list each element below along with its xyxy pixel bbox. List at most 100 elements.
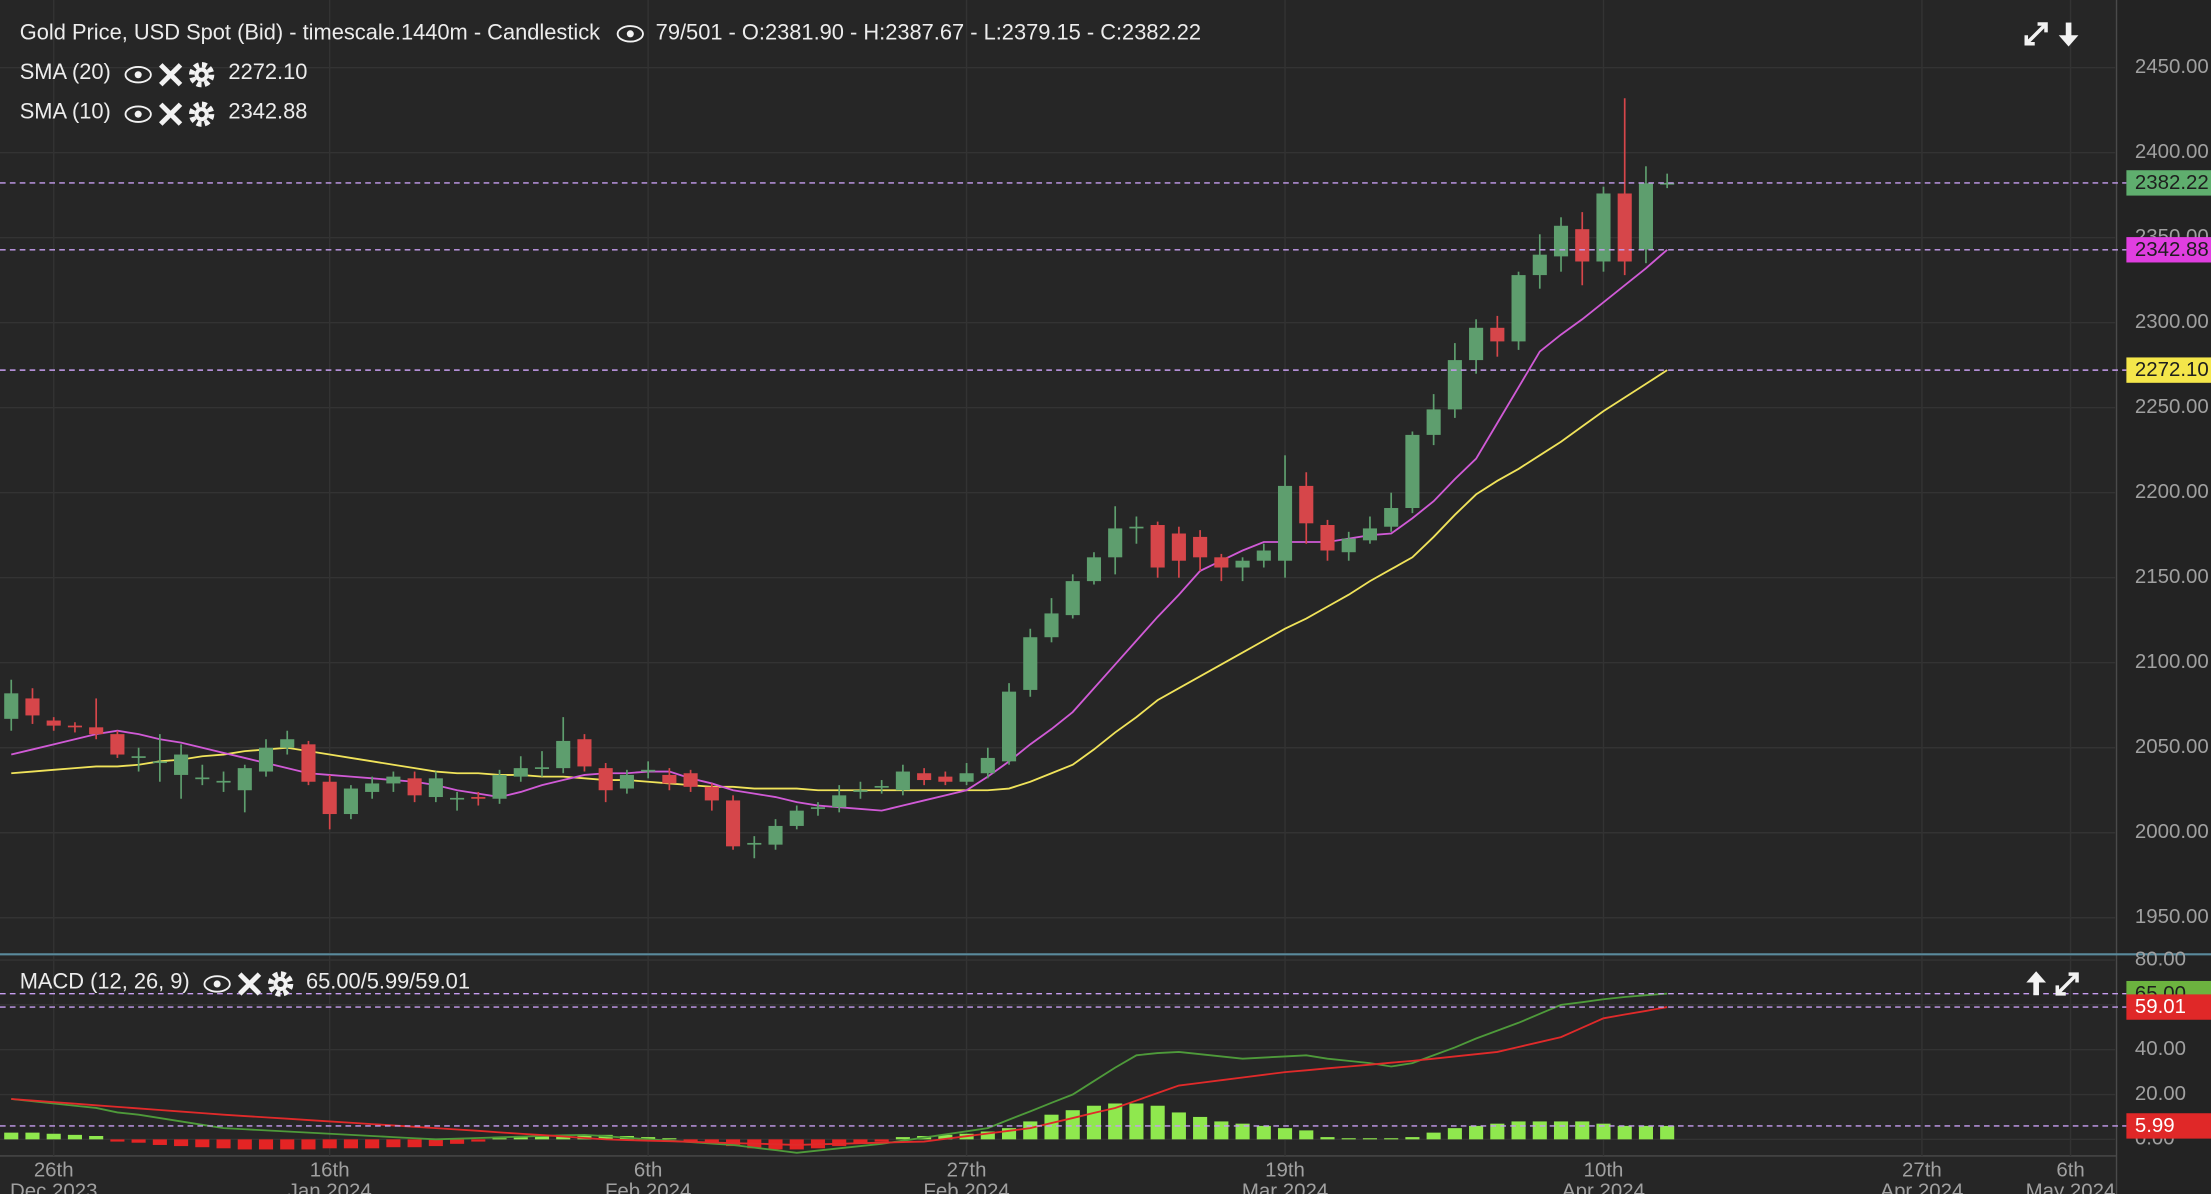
candle-body	[1617, 193, 1632, 262]
settings-icon[interactable]	[188, 101, 215, 127]
histogram-bar	[1362, 1138, 1378, 1140]
x-tick-label-line: 27th	[947, 1159, 987, 1182]
y-tick-label: 2000.00	[2135, 820, 2209, 843]
x-tick-label-line: 6th	[634, 1159, 662, 1182]
candle-body	[598, 768, 613, 791]
price-tag-label: 2342.88	[2135, 238, 2209, 261]
price-tag	[2126, 237, 2211, 263]
candle-body	[534, 767, 550, 769]
candle-body	[1277, 485, 1293, 561]
histogram-bar	[216, 1139, 231, 1149]
candle-body	[747, 842, 762, 845]
candle-body	[853, 790, 868, 792]
histogram-bar	[938, 1134, 953, 1140]
candle-body	[110, 734, 125, 755]
candle-body	[832, 795, 847, 808]
y-tick-label: 2100.00	[2135, 650, 2209, 673]
candle-body	[1362, 528, 1378, 541]
candle-body	[1575, 229, 1590, 262]
histogram-bar	[1044, 1114, 1059, 1140]
candle-body	[1023, 637, 1038, 690]
candle-body	[726, 800, 741, 847]
histogram-bar	[1596, 1123, 1611, 1140]
histogram-bar	[1320, 1137, 1335, 1140]
x-tick-label-line: Feb 2024	[923, 1180, 1009, 1194]
x-tick-label-line: Dec 2023	[10, 1180, 98, 1194]
settings-icon[interactable]	[267, 971, 294, 997]
visibility-icon[interactable]	[203, 975, 231, 993]
remove-icon[interactable]	[237, 972, 262, 996]
x-tick-label: 6th May 2024	[2026, 1159, 2116, 1194]
x-tick-label: 6th Feb 2024	[605, 1159, 691, 1194]
settings-icon[interactable]	[188, 62, 215, 88]
candle-body	[768, 825, 783, 845]
price-tag	[2126, 994, 2211, 1020]
price-tag-label: 59.01	[2135, 995, 2186, 1018]
candle-body	[577, 739, 592, 767]
header: Gold Price, USD Spot (Bid) - timescale.1…	[20, 20, 2079, 997]
candle-body	[1596, 193, 1611, 262]
candle-body	[471, 797, 486, 799]
histogram-bar	[174, 1139, 189, 1147]
candle-body	[450, 797, 465, 800]
candle-body	[67, 725, 82, 728]
histogram-bar	[641, 1137, 656, 1140]
histogram-bar	[195, 1139, 210, 1148]
histogram-bar	[1617, 1125, 1632, 1140]
expand-icon[interactable]	[2024, 22, 2048, 46]
histogram-bar	[450, 1139, 465, 1144]
candle-body	[1405, 434, 1420, 509]
candle-body	[1447, 360, 1462, 410]
x-tick-label-line: Jan 2024	[288, 1180, 372, 1194]
histogram-bar	[1575, 1121, 1590, 1140]
candle-body	[662, 774, 677, 784]
histogram-bar	[1256, 1125, 1271, 1140]
histogram-bar	[67, 1134, 82, 1140]
histogram-bar	[1108, 1103, 1123, 1140]
chart-title: Gold Price, USD Spot (Bid) - timescale.1…	[20, 20, 600, 45]
move-up-icon[interactable]	[2026, 971, 2047, 996]
visibility-icon[interactable]	[616, 25, 644, 43]
histogram-bar	[980, 1131, 995, 1140]
expand-icon[interactable]	[2055, 972, 2079, 996]
histogram-bar	[1426, 1132, 1441, 1140]
visibility-icon[interactable]	[124, 105, 152, 123]
remove-icon[interactable]	[159, 63, 183, 87]
price-tag	[2126, 1113, 2211, 1139]
candle-body	[810, 807, 826, 809]
candle-body	[789, 810, 804, 826]
histogram-bar	[471, 1139, 486, 1142]
candle-body	[1235, 560, 1250, 568]
visibility-icon[interactable]	[124, 66, 152, 84]
candle-body	[1214, 557, 1229, 568]
remove-icon[interactable]	[159, 102, 183, 126]
y-tick-label: 2250.00	[2135, 395, 2209, 418]
candle-body	[959, 773, 974, 782]
histogram-bar	[322, 1139, 337, 1149]
histogram-bar	[1532, 1121, 1547, 1140]
candle-body	[237, 768, 252, 791]
candle-body	[895, 771, 910, 791]
candle-body	[1065, 581, 1080, 616]
candle-body	[152, 761, 167, 764]
candle-body	[556, 740, 571, 769]
candle-body	[25, 698, 40, 716]
histogram-bar	[1277, 1128, 1293, 1140]
price-tag-label: 5.99	[2135, 1114, 2175, 1137]
candle-body	[322, 781, 337, 815]
histogram-bar	[1001, 1128, 1017, 1140]
candle-body	[343, 788, 358, 815]
candle-body	[1044, 613, 1059, 638]
histogram-bar	[1405, 1137, 1420, 1140]
x-tick-label-line: 19th	[1265, 1159, 1305, 1182]
histogram-bar	[1023, 1121, 1038, 1140]
histogram-bar	[1150, 1105, 1165, 1140]
price-tag-label: 2382.22	[2135, 171, 2209, 194]
candle-body	[407, 778, 422, 796]
y-tick-label: 2300.00	[2135, 310, 2209, 333]
histogram-bar	[301, 1139, 316, 1150]
move-down-icon[interactable]	[2058, 22, 2079, 47]
candle-body	[1469, 327, 1484, 361]
